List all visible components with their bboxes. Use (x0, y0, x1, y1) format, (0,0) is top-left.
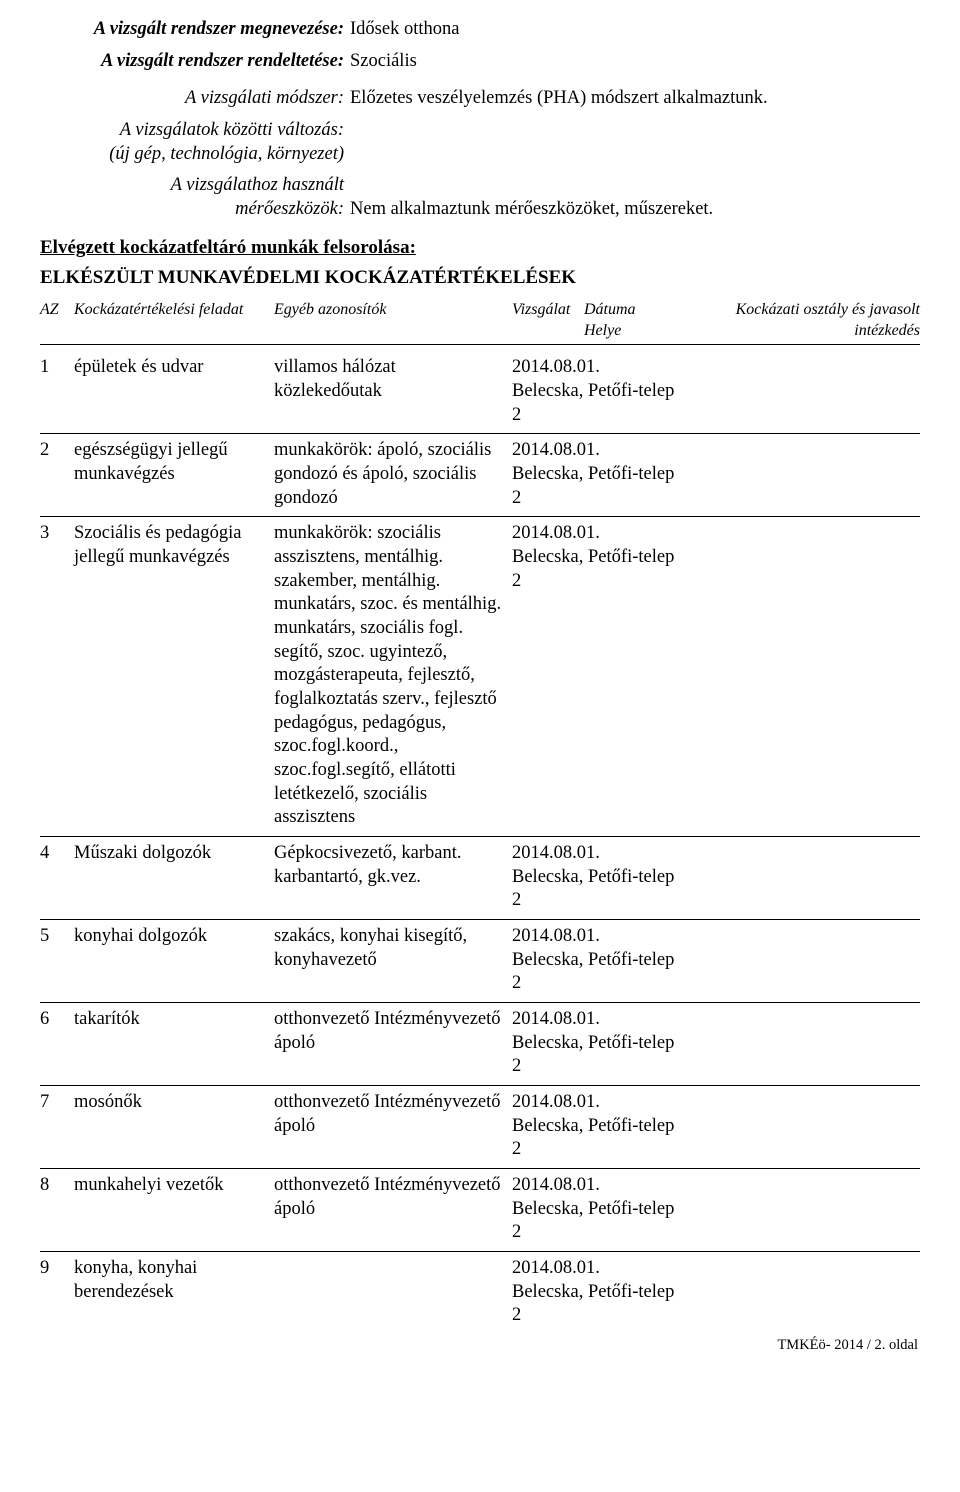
cell-az: 7 (40, 1091, 74, 1162)
cell-other: szakács, konyhai kisegítő, konyhavezető (274, 925, 512, 996)
cell-other: munkakörök: szociális asszisztens, mentá… (274, 522, 512, 830)
cell-az: 4 (40, 842, 74, 913)
col-header-date: Vizsgálat Dátuma Helye (512, 300, 682, 341)
cell-task: mosónők (74, 1091, 274, 1162)
table-row: 2egészségügyi jellegű munkavégzésmunkakö… (40, 434, 920, 517)
cell-place: Belecska, Petőfi-telep 2 (512, 1115, 676, 1162)
cell-date-place: 2014.08.01.Belecska, Petőfi-telep 2 (512, 1008, 682, 1079)
cell-az: 9 (40, 1257, 74, 1328)
col-header-az: AZ (40, 300, 74, 341)
meta-value-tools: Nem alkalmaztunk mérőeszközöket, műszere… (350, 198, 920, 222)
meta-label-tools-2: mérőeszközök: (40, 198, 350, 222)
meta-label-change-2: (új gép, technológia, környezet) (40, 143, 350, 167)
meta-label-tools-1: A vizsgálathoz használt (40, 174, 350, 198)
cell-other: otthonvezető Intézményvezető ápoló (274, 1174, 512, 1245)
col-header-task: Kockázatértékelési feladat (74, 300, 274, 341)
cell-other (274, 1257, 512, 1328)
cell-place: Belecska, Petőfi-telep 2 (512, 463, 676, 510)
cell-date-place: 2014.08.01.Belecska, Petőfi-telep 2 (512, 522, 682, 830)
table-row: 6takarítókotthonvezető Intézményvezető á… (40, 1003, 920, 1086)
cell-az: 3 (40, 522, 74, 830)
cell-task: Szociális és pedagógia jellegű munkavégz… (74, 522, 274, 830)
cell-date: 2014.08.01. (512, 522, 676, 546)
table-body: 1épületek és udvarvillamos hálózat közle… (40, 351, 920, 1334)
col-header-risk: Kockázati osztály és javasolt intézkedés (682, 300, 920, 341)
cell-task: takarítók (74, 1008, 274, 1079)
section-title: Elvégzett kockázatfeltáró munkák felsoro… (40, 236, 920, 260)
cell-date-place: 2014.08.01.Belecska, Petőfi-telep 2 (512, 356, 682, 427)
page-footer: TMKÉö- 2014 / 2. oldal (40, 1336, 920, 1355)
cell-date-place: 2014.08.01.Belecska, Petőfi-telep 2 (512, 1174, 682, 1245)
cell-risk (682, 1257, 920, 1328)
cell-risk (682, 522, 920, 830)
meta-value-method: Előzetes veszélyelemzés (PHA) módszert a… (350, 87, 920, 111)
col-header-vizsgalat: Vizsgálat (512, 300, 584, 341)
cell-place: Belecska, Petőfi-telep 2 (512, 1032, 676, 1079)
cell-az: 5 (40, 925, 74, 996)
cell-risk (682, 925, 920, 996)
cell-date-place: 2014.08.01.Belecska, Petőfi-telep 2 (512, 439, 682, 510)
cell-place: Belecska, Petőfi-telep 2 (512, 380, 676, 427)
meta-label-change-1: A vizsgálatok közötti változás: (40, 119, 350, 143)
table-row: 4Műszaki dolgozókGépkocsivezető, karbant… (40, 837, 920, 920)
cell-az: 1 (40, 356, 74, 427)
document-meta: A vizsgált rendszer megnevezése: Idősek … (40, 18, 920, 222)
cell-date-place: 2014.08.01.Belecska, Petőfi-telep 2 (512, 1091, 682, 1162)
cell-risk (682, 439, 920, 510)
cell-other: Gépkocsivezető, karbant. karbantartó, gk… (274, 842, 512, 913)
cell-place: Belecska, Petőfi-telep 2 (512, 866, 676, 913)
table-header: AZ Kockázatértékelési feladat Egyéb azon… (40, 300, 920, 345)
cell-date: 2014.08.01. (512, 925, 676, 949)
cell-place: Belecska, Petőfi-telep 2 (512, 1198, 676, 1245)
cell-task: munkahelyi vezetők (74, 1174, 274, 1245)
col-header-datuma: Dátuma (584, 300, 676, 320)
table-row: 1épületek és udvarvillamos hálózat közle… (40, 351, 920, 434)
cell-date: 2014.08.01. (512, 1091, 676, 1115)
cell-date: 2014.08.01. (512, 1174, 676, 1198)
meta-label-method: A vizsgálati módszer: (40, 87, 350, 111)
cell-date: 2014.08.01. (512, 842, 676, 866)
table-row: 7mosónőkotthonvezető Intézményvezető ápo… (40, 1086, 920, 1169)
cell-date: 2014.08.01. (512, 1257, 676, 1281)
cell-az: 6 (40, 1008, 74, 1079)
cell-other: otthonvezető Intézményvezető ápoló (274, 1091, 512, 1162)
cell-az: 2 (40, 439, 74, 510)
cell-other: villamos hálózat közlekedőutak (274, 356, 512, 427)
cell-task: konyha, konyhai berendezések (74, 1257, 274, 1328)
cell-risk (682, 356, 920, 427)
cell-date: 2014.08.01. (512, 439, 676, 463)
cell-task: egészségügyi jellegű munkavégzés (74, 439, 274, 510)
cell-task: konyhai dolgozók (74, 925, 274, 996)
cell-place: Belecska, Petőfi-telep 2 (512, 546, 676, 593)
cell-place: Belecska, Petőfi-telep 2 (512, 949, 676, 996)
table-row: 5konyhai dolgozókszakács, konyhai kisegí… (40, 920, 920, 1003)
cell-risk (682, 1008, 920, 1079)
cell-az: 8 (40, 1174, 74, 1245)
cell-risk (682, 1091, 920, 1162)
cell-date: 2014.08.01. (512, 1008, 676, 1032)
cell-task: Műszaki dolgozók (74, 842, 274, 913)
col-header-helye: Helye (584, 321, 676, 341)
cell-date: 2014.08.01. (512, 356, 676, 380)
table-row: 8munkahelyi vezetőkotthonvezető Intézmén… (40, 1169, 920, 1252)
meta-label-name: A vizsgált rendszer megnevezése: (40, 18, 350, 42)
table-row: 9konyha, konyhai berendezések 2014.08.01.… (40, 1252, 920, 1334)
cell-date-place: 2014.08.01.Belecska, Petőfi-telep 2 (512, 925, 682, 996)
col-header-other: Egyéb azonosítók (274, 300, 512, 341)
cell-risk (682, 1174, 920, 1245)
cell-other: otthonvezető Intézményvezető ápoló (274, 1008, 512, 1079)
meta-label-purpose: A vizsgált rendszer rendeltetése: (40, 50, 350, 74)
cell-other: munkakörök: ápoló, szociális gondozó és … (274, 439, 512, 510)
cell-place: Belecska, Petőfi-telep 2 (512, 1281, 676, 1328)
section-subtitle: ELKÉSZÜLT MUNKAVÉDELMI KOCKÁZATÉRTÉKELÉS… (40, 266, 920, 290)
table-row: 3Szociális és pedagógia jellegű munkavég… (40, 517, 920, 837)
cell-task: épületek és udvar (74, 356, 274, 427)
meta-value-name: Idősek otthona (350, 18, 920, 42)
cell-date-place: 2014.08.01.Belecska, Petőfi-telep 2 (512, 842, 682, 913)
cell-risk (682, 842, 920, 913)
cell-date-place: 2014.08.01.Belecska, Petőfi-telep 2 (512, 1257, 682, 1328)
meta-value-purpose: Szociális (350, 50, 920, 74)
